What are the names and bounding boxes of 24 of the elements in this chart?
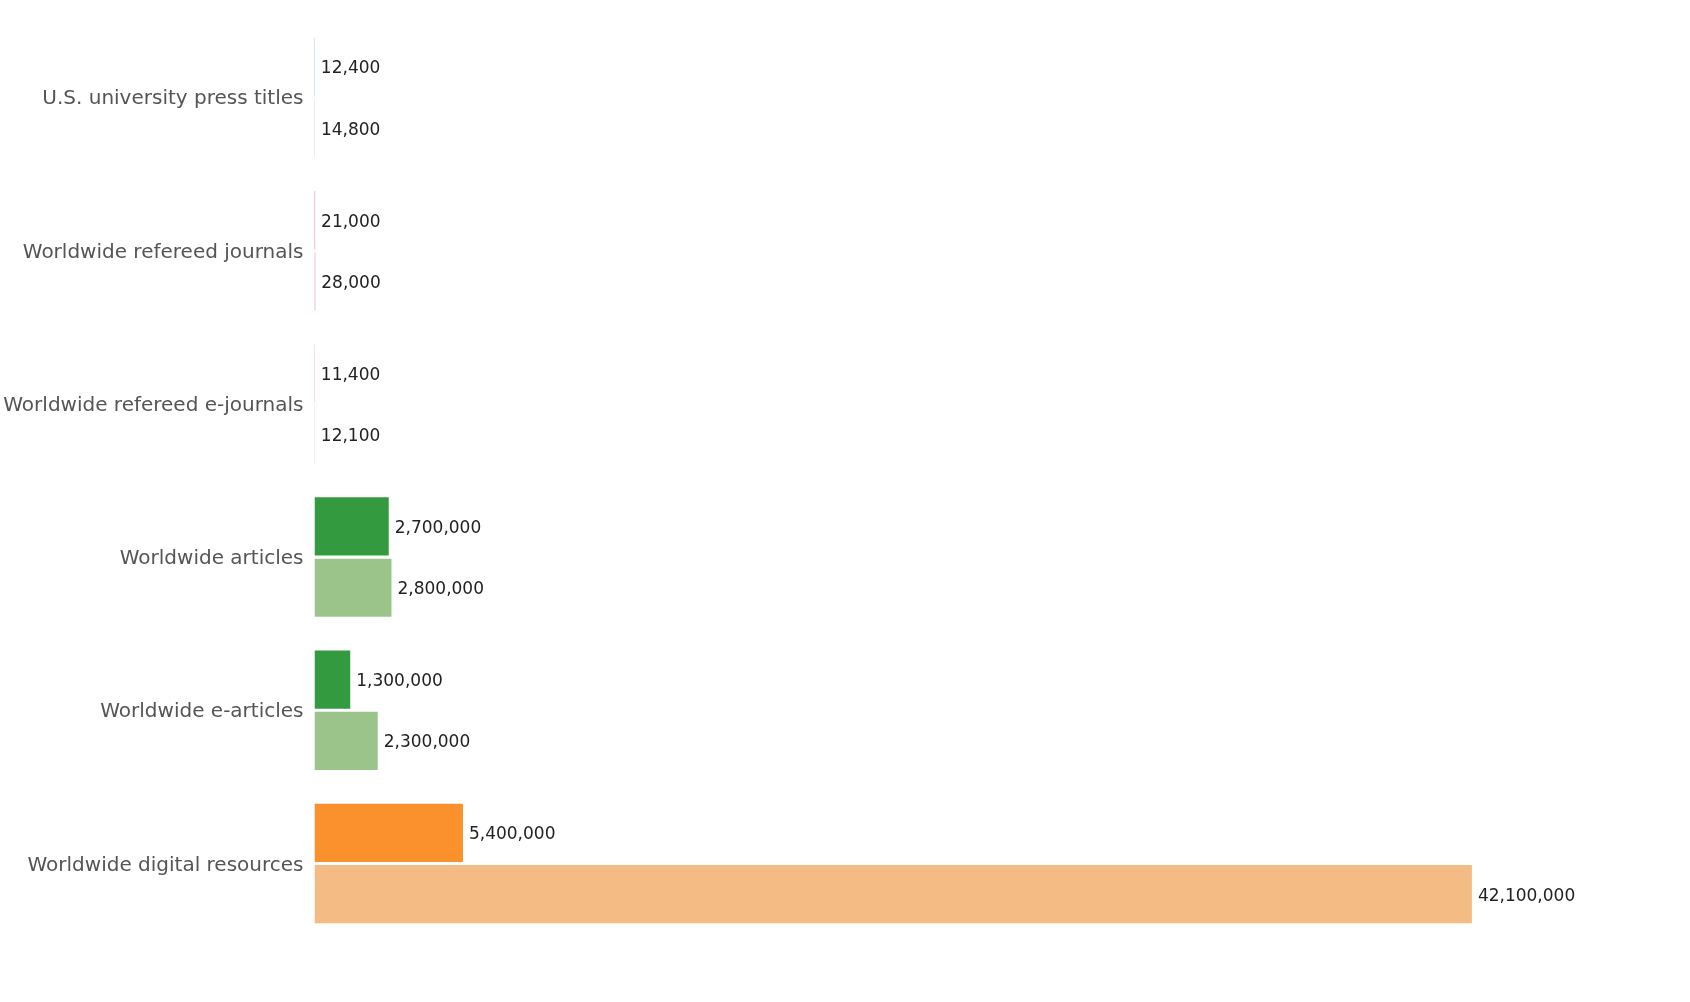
y-tick-label: Worldwide articles <box>119 545 304 570</box>
bar <box>314 497 389 556</box>
data-label: 2,800,000 <box>397 578 485 599</box>
data-label: 12,400 <box>320 57 381 78</box>
y-tick-label: Worldwide digital resources <box>27 851 304 876</box>
y-tick-label: Worldwide refereed journals <box>22 238 304 263</box>
data-label: 5,400,000 <box>468 823 556 844</box>
data-label: 11,400 <box>320 363 381 384</box>
bar <box>314 865 1472 924</box>
data-label: 28,000 <box>321 271 381 292</box>
data-label: 2,300,000 <box>383 731 471 752</box>
data-label: 12,100 <box>320 425 381 446</box>
data-label: 1,300,000 <box>356 670 443 691</box>
y-tick-label: Worldwide e-articles <box>100 698 304 723</box>
data-label: 14,800 <box>320 118 381 139</box>
bar <box>314 558 392 617</box>
data-label: 21,000 <box>321 210 381 231</box>
data-label: 2,700,000 <box>394 516 482 537</box>
data-label: 42,100,000 <box>1477 884 1576 905</box>
bar <box>314 803 463 863</box>
y-tick-label: Worldwide refereed e-journals <box>3 391 304 416</box>
y-tick-label: U.S. university press titles <box>42 85 304 110</box>
bar <box>314 711 378 771</box>
bar <box>314 650 351 709</box>
